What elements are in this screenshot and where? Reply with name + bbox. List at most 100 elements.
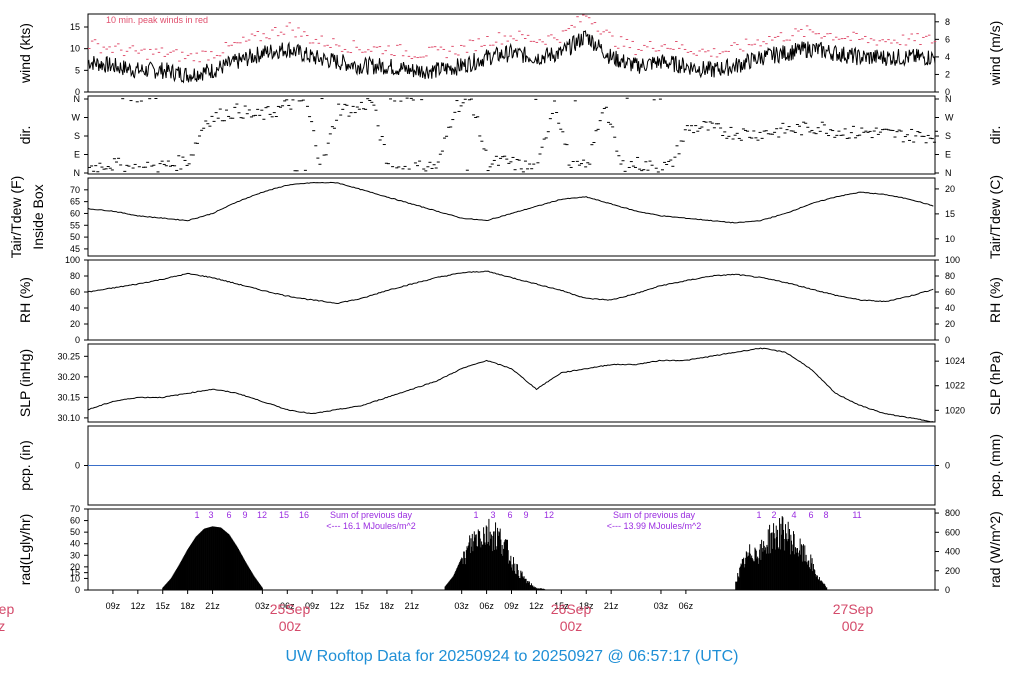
rad-hour-marker: 11 xyxy=(852,510,861,520)
series-wind xyxy=(87,30,936,84)
ytick-label-left-dir: N xyxy=(74,168,81,178)
ylabel-right-slp: SLP (hPa) xyxy=(987,351,1003,415)
ytick-label-right-rh: 0 xyxy=(945,335,950,345)
rad-hour-marker: 1 xyxy=(756,510,761,520)
ytick-label-left-rh: 40 xyxy=(70,303,80,313)
day-label-time: 00z xyxy=(842,618,865,634)
ytick-label-right-rh: 60 xyxy=(945,287,955,297)
ytick-label-left-dir: N xyxy=(74,94,81,104)
ylabel-left-pcp: pcp. (in) xyxy=(17,440,33,491)
ylabel-left-temp: Inside Box xyxy=(30,184,46,249)
ytick-label-left-rad: 0 xyxy=(75,585,80,595)
ytick-label-left-rh: 80 xyxy=(70,271,80,281)
ytick-label-right-rad: 800 xyxy=(945,508,960,518)
ytick-label-left-slp: 30.25 xyxy=(57,351,80,361)
rad-hour-marker: 3 xyxy=(490,510,495,520)
ytick-label-left-rad: 70 xyxy=(70,504,80,514)
xtick-label: 09z xyxy=(504,601,519,611)
day-label-time: 00z xyxy=(279,618,302,634)
ytick-label-left-rad: 50 xyxy=(70,527,80,537)
rad-note: <--- 13.99 MJoules/m^2 xyxy=(607,521,702,531)
ytick-label-left-rad: 15 xyxy=(70,568,80,578)
rad-hour-marker: 9 xyxy=(523,510,528,520)
series-tair xyxy=(87,181,934,224)
day-label-time: 00z xyxy=(0,618,5,634)
ytick-label-left-wind: 0 xyxy=(75,87,80,97)
rad-hour-marker: 15 xyxy=(279,510,289,520)
ytick-label-left-dir: S xyxy=(74,131,80,141)
panel-frame-rh xyxy=(87,259,936,341)
rad-hour-marker: 12 xyxy=(544,510,554,520)
rad-hour-marker: 6 xyxy=(507,510,512,520)
ytick-label-left-wind: 10 xyxy=(70,44,80,54)
ylabel-left-temp: Tair/Tdew (F) xyxy=(8,176,24,258)
rad-hour-marker: 16 xyxy=(299,510,309,520)
xtick-label: 21z xyxy=(604,601,619,611)
ytick-label-left-rh: 60 xyxy=(70,287,80,297)
ytick-label-left-pcp: 0 xyxy=(75,461,80,471)
rad-hour-marker: 1 xyxy=(194,510,199,520)
day-label: 25Sep xyxy=(0,601,14,617)
rad-note: Sum of previous day xyxy=(613,510,696,520)
xtick-label: 06z xyxy=(280,601,295,611)
ytick-label-right-wind: 4 xyxy=(945,52,950,62)
ytick-label-right-temp: 20 xyxy=(945,184,955,194)
ytick-label-right-wind: 8 xyxy=(945,17,950,27)
day-label: 26Sep xyxy=(551,601,592,617)
day-label: 27Sep xyxy=(833,601,874,617)
ytick-label-right-wind: 6 xyxy=(945,34,950,44)
ylabel-right-wind: wind (m/s) xyxy=(987,21,1003,87)
xtick-label: 18z xyxy=(180,601,195,611)
series-rh xyxy=(87,270,934,305)
ytick-label-left-rad: 60 xyxy=(70,516,80,526)
xtick-label: 21z xyxy=(405,601,420,611)
ytick-label-right-rad: 0 xyxy=(945,585,950,595)
panel-frame-wind xyxy=(87,13,936,93)
ytick-label-right-pcp: 0 xyxy=(945,461,950,471)
xtick-label: 03z xyxy=(255,601,270,611)
ytick-label-right-temp: 10 xyxy=(945,234,955,244)
ytick-label-left-rad: 40 xyxy=(70,539,80,549)
xtick-label: 12z xyxy=(330,601,345,611)
ytick-label-right-slp: 1020 xyxy=(945,405,965,415)
ylabel-left-rad: rad(Lgly/hr) xyxy=(17,514,33,586)
ytick-label-left-rh: 20 xyxy=(70,319,80,329)
rad-note: <--- 16.1 MJoules/m^2 xyxy=(326,521,416,531)
xtick-label: 03z xyxy=(454,601,469,611)
ytick-label-right-rh: 80 xyxy=(945,271,955,281)
ytick-label-left-rh: 0 xyxy=(75,335,80,345)
panel-frame-dir xyxy=(87,95,936,175)
chart-title: UW Rooftop Data for 20250924 to 20250927… xyxy=(285,648,739,665)
ytick-label-left-temp: 65 xyxy=(70,197,80,207)
xtick-label: 15z xyxy=(155,601,170,611)
ytick-label-left-temp: 55 xyxy=(70,220,80,230)
panel-frame-temp xyxy=(87,177,936,257)
xtick-label: 15z xyxy=(355,601,370,611)
ylabel-left-rh: RH (%) xyxy=(17,277,33,323)
ytick-label-right-rad: 200 xyxy=(945,566,960,576)
ytick-label-left-rad: 20 xyxy=(70,562,80,572)
wind-annotation: 10 min. peak winds in red xyxy=(106,15,208,25)
ytick-label-left-dir: W xyxy=(72,113,81,123)
xtick-label: 06z xyxy=(479,601,494,611)
ytick-label-left-temp: 50 xyxy=(70,232,80,242)
rad-hour-marker: 1 xyxy=(473,510,478,520)
ylabel-right-rh: RH (%) xyxy=(987,277,1003,323)
series-slp xyxy=(87,347,934,423)
ytick-label-right-temp: 15 xyxy=(945,209,955,219)
xtick-label: 06z xyxy=(679,601,694,611)
rad-hour-marker: 2 xyxy=(771,510,776,520)
panel-frame-slp xyxy=(87,343,936,423)
ytick-label-left-temp: 60 xyxy=(70,208,80,218)
ytick-label-right-wind: 2 xyxy=(945,69,950,79)
day-label: 25Sep xyxy=(270,601,311,617)
ytick-label-right-rad: 400 xyxy=(945,547,960,557)
rad-hour-marker: 8 xyxy=(823,510,828,520)
rad-hour-marker: 3 xyxy=(208,510,213,520)
ylabel-left-wind: wind (kts) xyxy=(17,23,33,84)
xtick-label: 12z xyxy=(131,601,146,611)
rad-hour-marker: 6 xyxy=(226,510,231,520)
rad-hour-marker: 12 xyxy=(257,510,267,520)
rad-hour-marker: 4 xyxy=(791,510,796,520)
ytick-label-right-rad: 600 xyxy=(945,527,960,537)
